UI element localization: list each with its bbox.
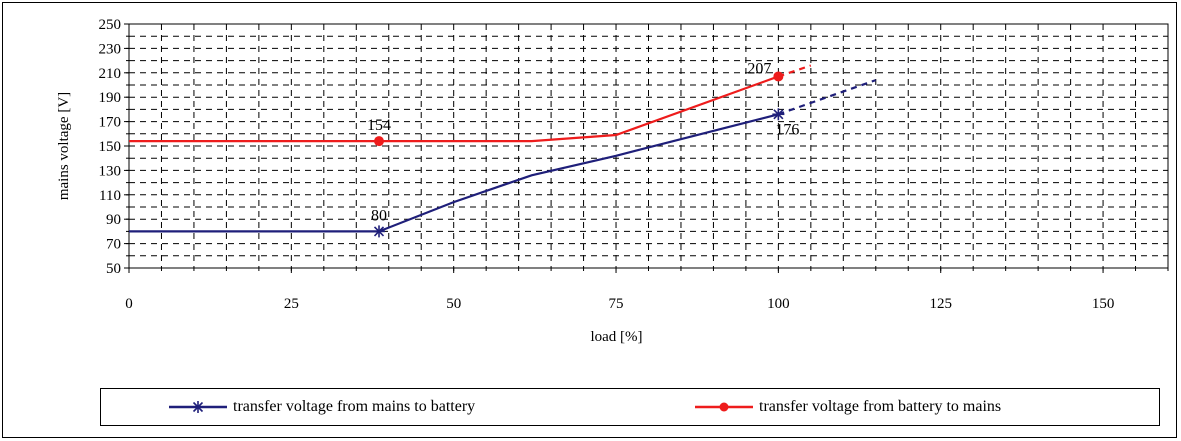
circle-line-icon <box>695 402 753 412</box>
y-tick-label: 90 <box>106 212 121 228</box>
y-tick-label: 110 <box>99 188 121 204</box>
x-tick-label: 125 <box>929 296 952 312</box>
data-point-marker <box>374 136 385 147</box>
x-tick-label: 25 <box>284 296 299 312</box>
legend-label: transfer voltage from mains to battery <box>233 398 476 415</box>
legend-label: transfer voltage from battery to mains <box>759 398 1002 415</box>
legend-item-battery-to-mains: transfer voltage from battery to mains <box>693 389 1001 425</box>
data-point-marker <box>773 71 784 82</box>
y-tick-label: 210 <box>99 66 122 82</box>
series-2 <box>129 64 812 147</box>
grid <box>129 24 1168 268</box>
y-tick-label: 70 <box>106 237 121 253</box>
series-layer <box>129 64 877 238</box>
data-point-marker <box>772 108 785 121</box>
legend-item-mains-to-battery: transfer voltage from mains to battery <box>167 389 475 425</box>
y-tick-label: 170 <box>99 115 122 131</box>
data-label: 80 <box>371 207 387 224</box>
legend: transfer voltage from mains to battery t… <box>100 388 1160 426</box>
y-tick-label: 130 <box>99 163 122 179</box>
data-label: 154 <box>367 117 391 134</box>
series-line <box>129 75 779 143</box>
x-tick-label: 50 <box>446 296 461 312</box>
y-axis-title: mains voltage [V] <box>56 92 72 200</box>
annotation-layer: 80 154 207 176 <box>367 60 799 224</box>
x-tick-label: 0 <box>125 296 133 312</box>
axis-ticks: 50 70 90 110 130 150 170 190 210 230 250 0 25 50 75 100… <box>99 17 1169 312</box>
data-label: 176 <box>775 121 799 138</box>
asterisk-line-icon <box>169 401 227 413</box>
line-chart: 50 70 90 110 130 150 170 190 210 230 250 0 25 50 75 100… <box>56 17 1169 345</box>
series-extension <box>778 64 812 78</box>
y-tick-label: 190 <box>99 90 122 106</box>
x-axis-title: load [%] <box>590 329 642 345</box>
y-tick-label: 150 <box>99 139 122 155</box>
x-tick-label: 150 <box>1092 296 1115 312</box>
y-tick-label: 50 <box>106 261 121 277</box>
y-tick-label: 230 <box>99 41 122 57</box>
x-tick-label: 100 <box>767 296 790 312</box>
x-tick-label: 75 <box>609 296 624 312</box>
data-point-marker <box>373 225 386 238</box>
series-line <box>129 113 779 233</box>
y-tick-label: 250 <box>99 17 122 33</box>
series-1 <box>129 79 877 238</box>
data-label: 207 <box>747 60 771 77</box>
